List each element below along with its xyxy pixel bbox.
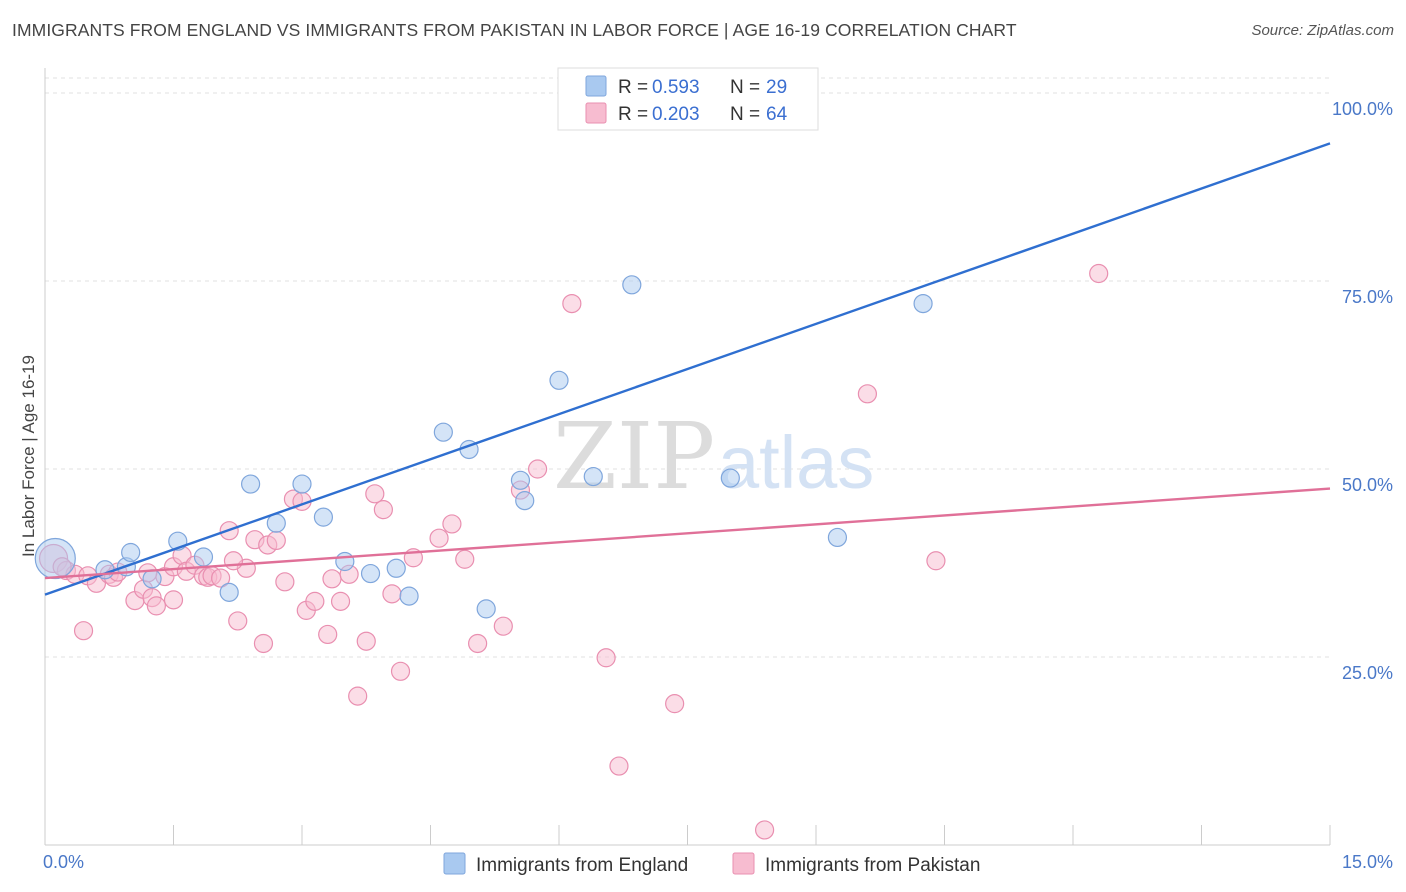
x-tick-label-min: 0.0%: [43, 852, 84, 872]
pakistan-point: [665, 694, 685, 714]
watermark-zip: ZIP: [553, 403, 715, 510]
england-point: [399, 586, 419, 606]
x-tick-marks: [44, 825, 1331, 845]
pakistan-point: [228, 611, 248, 631]
pakistan-point: [146, 596, 166, 616]
legend-bottom: Immigrants from England Immigrants from …: [443, 852, 980, 876]
england-trend-line: [44, 142, 1331, 596]
y-tick-label: 50.0%: [1342, 475, 1393, 495]
y-tick-label: 25.0%: [1342, 663, 1393, 683]
pakistan-point: [926, 551, 946, 571]
england-point: [720, 468, 740, 488]
legend-r-label-england: R =: [618, 77, 648, 98]
legend-n-value-england: 29: [766, 77, 787, 98]
england-point: [292, 474, 312, 494]
england-point: [510, 470, 531, 490]
pakistan-point: [493, 616, 513, 636]
watermark: ZIP atlas: [553, 403, 874, 510]
pakistan-point: [163, 590, 184, 610]
england-point: [193, 547, 214, 567]
legend-n-label-pakistan: N =: [730, 104, 760, 125]
pakistan-trend-line: [44, 487, 1331, 580]
pakistan-point: [253, 633, 274, 654]
pakistan-point: [468, 633, 488, 654]
legend-swatch-pakistan: [585, 102, 607, 124]
pakistan-point: [609, 756, 629, 776]
pakistan-point: [754, 820, 775, 840]
legend-r-value-england: 0.593: [652, 77, 700, 98]
pakistan-point: [211, 568, 231, 588]
pakistan-point: [382, 584, 402, 604]
pakistan-point: [442, 514, 462, 534]
england-point: [476, 599, 496, 619]
chart-source: Source: ZipAtlas.com: [1251, 22, 1394, 39]
series-england-points: [34, 97, 933, 619]
pakistan-point: [1089, 263, 1109, 284]
england-point: [913, 293, 933, 314]
trend-lines: [44, 142, 1331, 596]
pakistan-point: [527, 459, 548, 479]
england-point: [433, 422, 453, 442]
pakistan-point: [365, 484, 385, 504]
pakistan-point: [348, 686, 368, 706]
pakistan-point: [562, 293, 582, 314]
pakistan-point: [857, 384, 878, 404]
england-point: [142, 569, 162, 589]
pakistan-point: [330, 591, 351, 611]
y-tick-labels: 25.0% 50.0% 75.0% 100.0%: [1332, 99, 1393, 683]
england-point: [219, 582, 239, 602]
y-axis-label: In Labor Force | Age 16-19: [19, 355, 38, 557]
legend-top: R = 0.593 N = 29 R = 0.203 N = 64: [557, 67, 819, 131]
pakistan-point: [73, 621, 94, 641]
england-point: [121, 542, 141, 563]
pakistan-point: [373, 500, 393, 520]
england-point: [622, 275, 642, 295]
watermark-atlas: atlas: [718, 421, 874, 504]
england-point: [313, 507, 334, 527]
england-point: [583, 466, 603, 487]
pakistan-point: [275, 572, 295, 592]
england-point: [34, 537, 76, 580]
legend-swatch-england: [585, 75, 607, 97]
pakistan-point: [429, 528, 449, 548]
y-tick-label: 100.0%: [1332, 99, 1393, 119]
england-point: [241, 474, 261, 494]
england-point: [827, 527, 848, 548]
bottom-legend-swatch-england: [443, 852, 466, 875]
legend-r-value-pakistan: 0.203: [652, 104, 700, 125]
legend-n-value-pakistan: 64: [766, 104, 788, 125]
legend-r-label-pakistan: R =: [618, 104, 648, 125]
pakistan-point: [223, 551, 244, 571]
x-tick-label-max: 15.0%: [1342, 852, 1393, 872]
pakistan-point: [596, 648, 616, 668]
england-point: [386, 558, 406, 578]
england-point: [515, 491, 535, 511]
bottom-legend-label-pakistan: Immigrants from Pakistan: [765, 855, 980, 876]
pakistan-point: [390, 661, 411, 681]
legend-n-label-england: N =: [730, 77, 760, 98]
pakistan-point: [455, 549, 475, 569]
pakistan-point: [356, 631, 376, 651]
england-point: [360, 563, 381, 584]
england-point: [335, 551, 355, 572]
bottom-legend-label-england: Immigrants from England: [476, 855, 688, 876]
pakistan-point: [322, 569, 342, 589]
chart-title: IMMIGRANTS FROM ENGLAND VS IMMIGRANTS FR…: [12, 20, 1017, 40]
pakistan-point: [305, 591, 325, 611]
y-tick-label: 75.0%: [1342, 287, 1393, 307]
bottom-legend-swatch-pakistan: [732, 852, 755, 875]
pakistan-point: [266, 530, 286, 551]
england-point: [549, 370, 569, 390]
pakistan-point: [318, 624, 338, 645]
